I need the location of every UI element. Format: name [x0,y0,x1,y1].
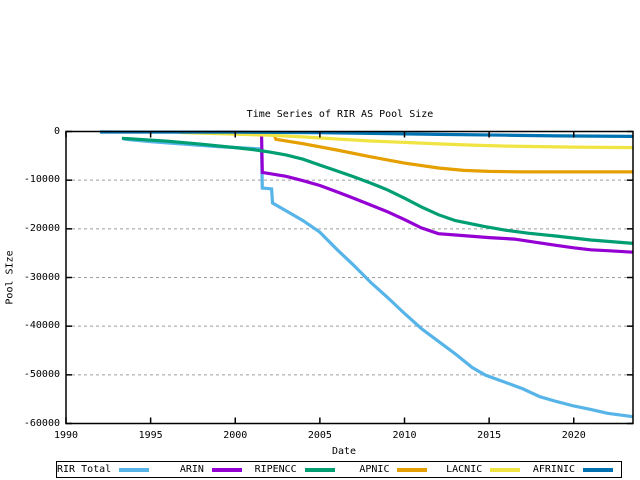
legend-label: RIPENCC [254,464,297,475]
series-line-afrinic [99,130,634,138]
legend-item-lacnic: LACNIC [435,464,528,475]
legend-swatch [211,467,242,472]
series-line-lacnic [179,130,634,150]
series-line-arin [259,131,634,254]
x-tick-label: 1990 [53,430,79,441]
legend-item-arin: ARIN [157,464,250,475]
y-tick-label: -50000 [23,368,60,380]
legend-swatch [397,467,428,472]
y-tick-label: -10000 [23,174,60,186]
legend-label: APNIC [359,464,390,475]
legend-item-ripencc: RIPENCC [250,464,343,475]
x-tick-label: 2015 [477,430,502,441]
legend-swatch [583,467,614,472]
y-tick-label: 0 [53,125,60,137]
y-tick-label: -30000 [23,271,60,283]
legend-label: RIR Total [57,464,112,475]
x-tick-label: 2000 [223,430,248,441]
y-tick-label: -60000 [23,417,60,429]
legend-item-apnic: APNIC [343,464,436,475]
y-tick-label: -40000 [23,320,60,332]
legend-label: ARIN [179,464,204,475]
legend-item-afrinic: AFRINIC [528,464,621,475]
legend-swatch [119,467,150,472]
x-tick-label: 2005 [307,430,332,441]
legend-swatch [490,467,521,472]
chart-title: Time Series of RIR AS Pool Size [246,109,434,120]
x-tick-label: 2010 [392,430,417,441]
legend-label: AFRINIC [532,464,576,475]
legend-swatch [304,467,335,472]
x-axis-label: Date [331,446,357,457]
legend: RIR Total ARIN RIPENCC APNIC LACNIC AFRINIC [56,461,622,478]
series-line-ripencc [121,136,634,245]
y-tick-label: -20000 [23,222,60,234]
legend-label: LACNIC [446,464,483,475]
x-tick-label: 1995 [138,430,163,441]
x-tick-label: 2020 [561,430,586,441]
legend-item-rir-total: RIR Total [57,464,157,475]
series-line-apnic [272,134,633,174]
